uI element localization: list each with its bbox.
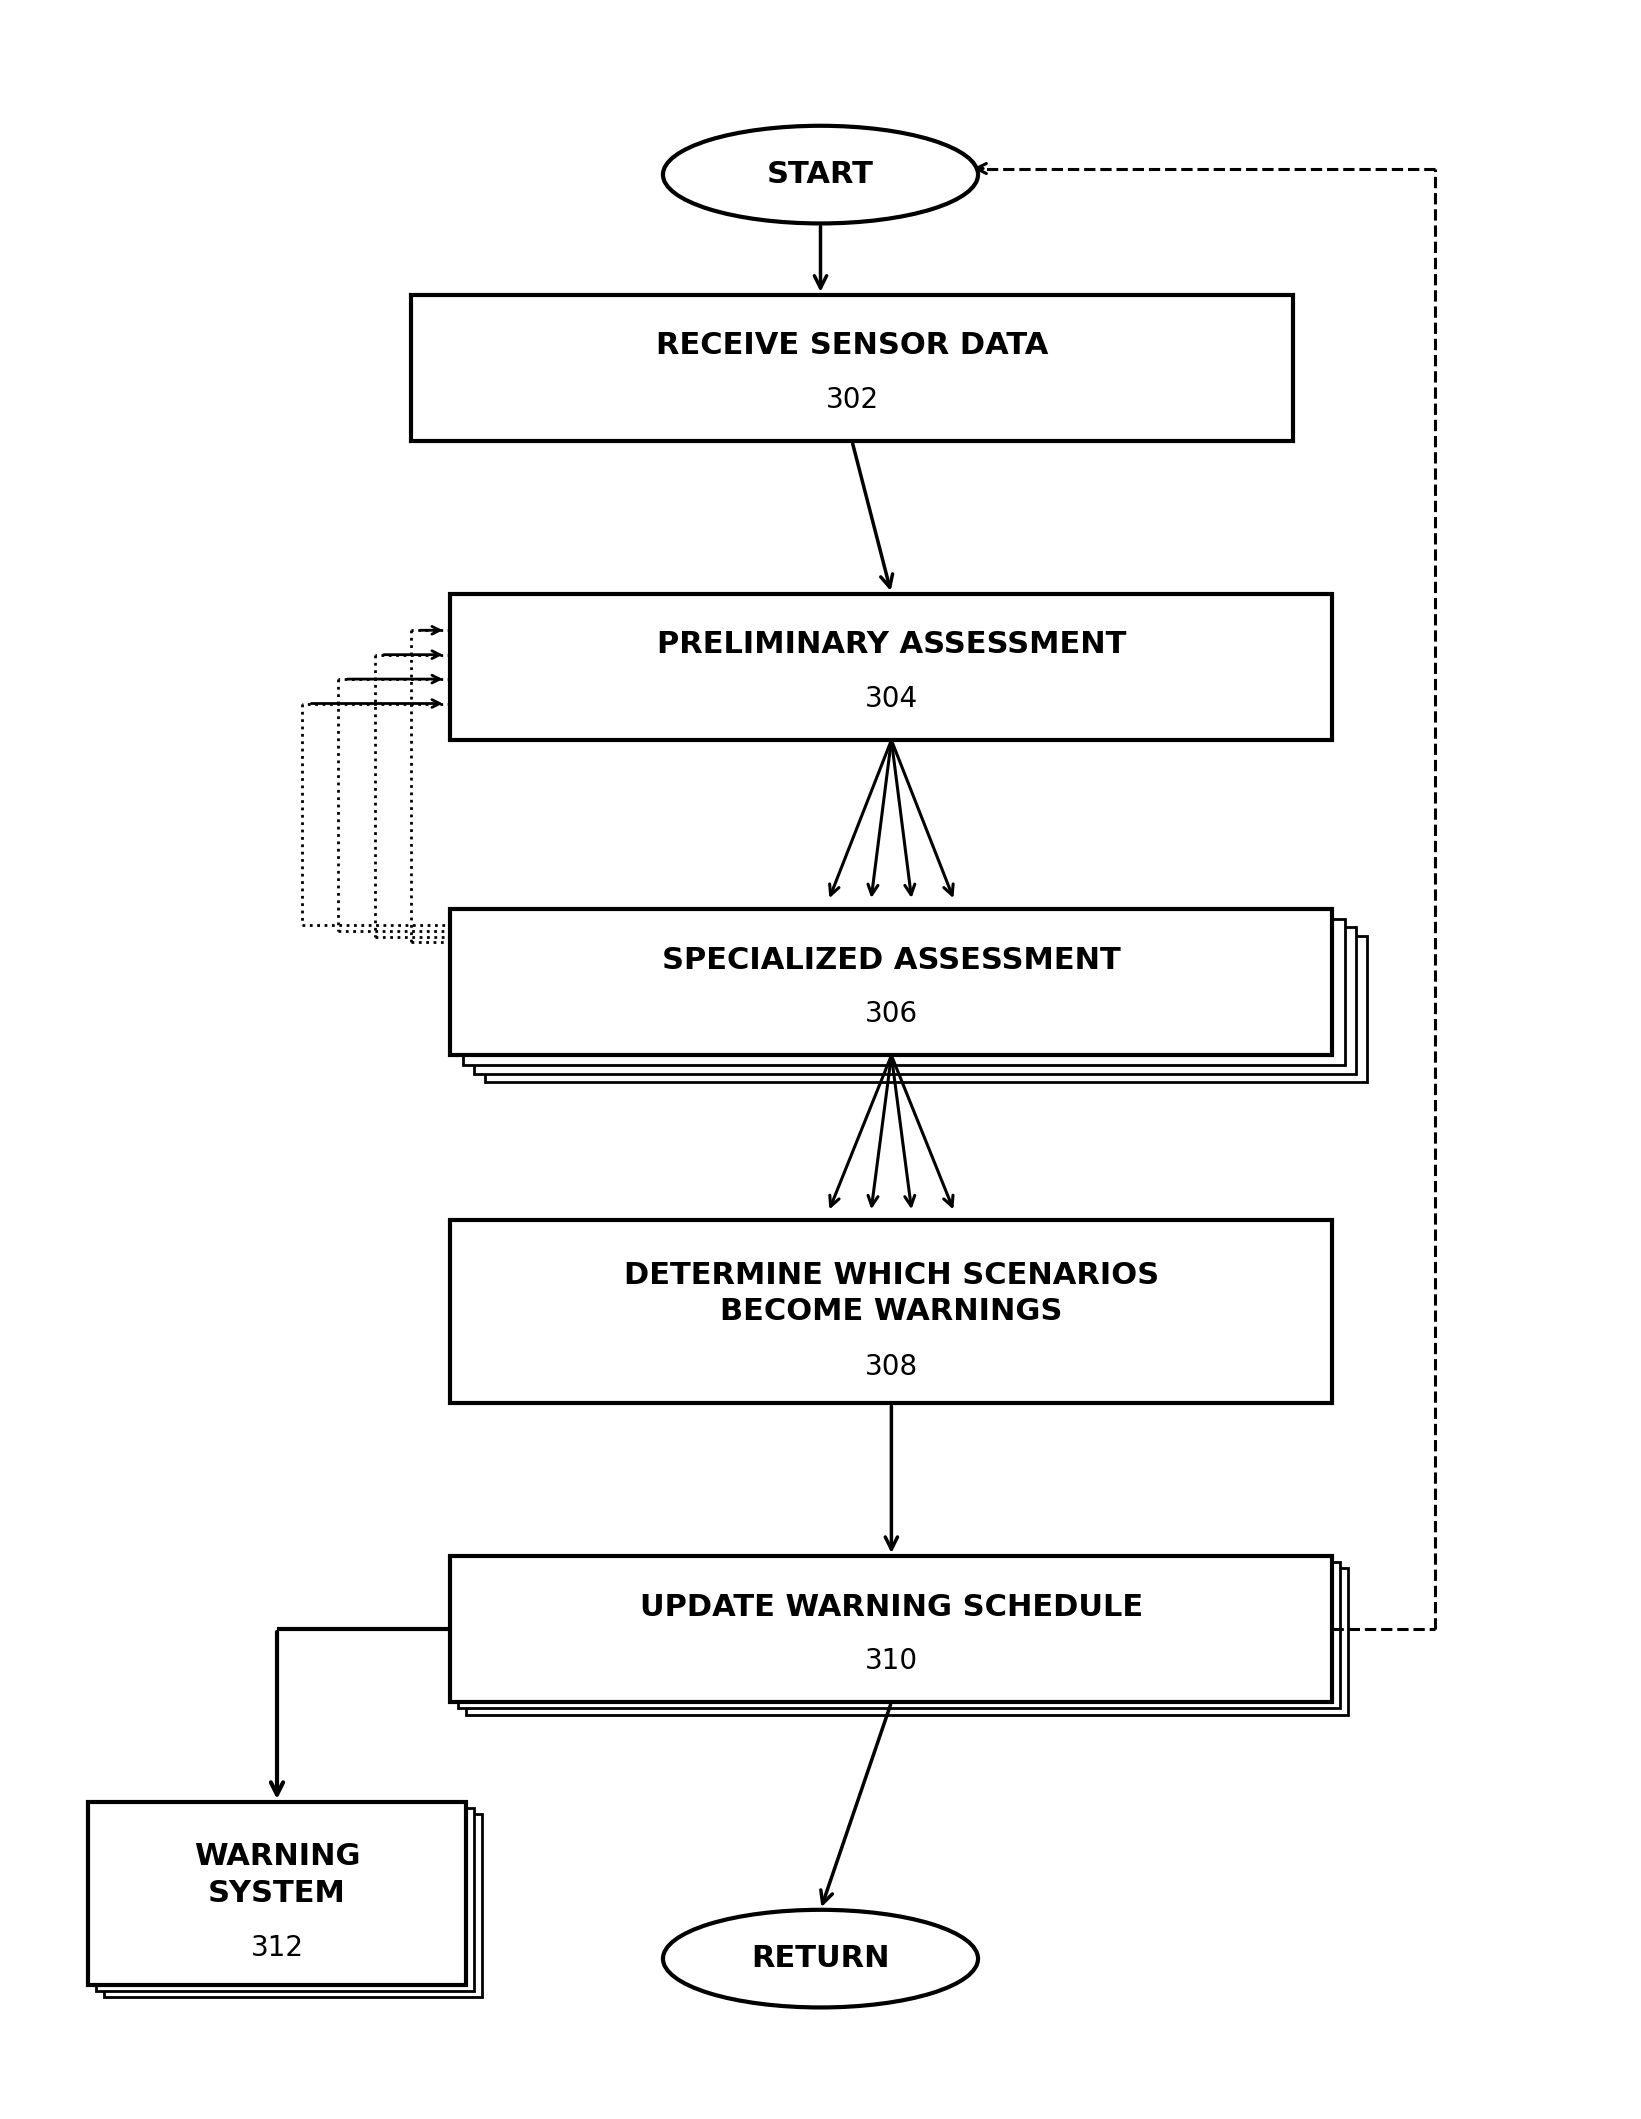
Text: SYSTEM: SYSTEM bbox=[208, 1880, 346, 1907]
Text: BECOME WARNINGS: BECOME WARNINGS bbox=[720, 1297, 1063, 1326]
FancyBboxPatch shape bbox=[486, 937, 1367, 1083]
FancyBboxPatch shape bbox=[103, 1814, 482, 1998]
Text: START: START bbox=[766, 161, 875, 189]
FancyBboxPatch shape bbox=[450, 1555, 1332, 1702]
Text: 304: 304 bbox=[865, 684, 917, 714]
Text: DETERMINE WHICH SCENARIOS: DETERMINE WHICH SCENARIOS bbox=[624, 1261, 1159, 1290]
Text: RETURN: RETURN bbox=[752, 1943, 889, 1973]
FancyBboxPatch shape bbox=[410, 295, 1293, 441]
FancyBboxPatch shape bbox=[466, 1568, 1349, 1714]
Text: RECEIVE SENSOR DATA: RECEIVE SENSOR DATA bbox=[656, 331, 1049, 360]
FancyBboxPatch shape bbox=[474, 928, 1355, 1074]
Text: 310: 310 bbox=[865, 1646, 917, 1676]
FancyBboxPatch shape bbox=[458, 1562, 1341, 1708]
FancyBboxPatch shape bbox=[463, 920, 1346, 1066]
Text: UPDATE WARNING SCHEDULE: UPDATE WARNING SCHEDULE bbox=[640, 1593, 1142, 1621]
Ellipse shape bbox=[663, 125, 978, 222]
Text: PRELIMINARY ASSESSMENT: PRELIMINARY ASSESSMENT bbox=[656, 631, 1126, 659]
Text: WARNING: WARNING bbox=[194, 1841, 361, 1871]
FancyBboxPatch shape bbox=[450, 1221, 1332, 1403]
FancyBboxPatch shape bbox=[89, 1801, 466, 1986]
FancyBboxPatch shape bbox=[450, 909, 1332, 1055]
Text: SPECIALIZED ASSESSMENT: SPECIALIZED ASSESSMENT bbox=[661, 945, 1121, 975]
Text: 302: 302 bbox=[825, 386, 878, 413]
Text: 308: 308 bbox=[865, 1352, 917, 1382]
Ellipse shape bbox=[663, 1909, 978, 2007]
Text: 312: 312 bbox=[251, 1935, 304, 1962]
FancyBboxPatch shape bbox=[95, 1808, 474, 1992]
FancyBboxPatch shape bbox=[450, 593, 1332, 740]
Text: 306: 306 bbox=[865, 1000, 917, 1028]
